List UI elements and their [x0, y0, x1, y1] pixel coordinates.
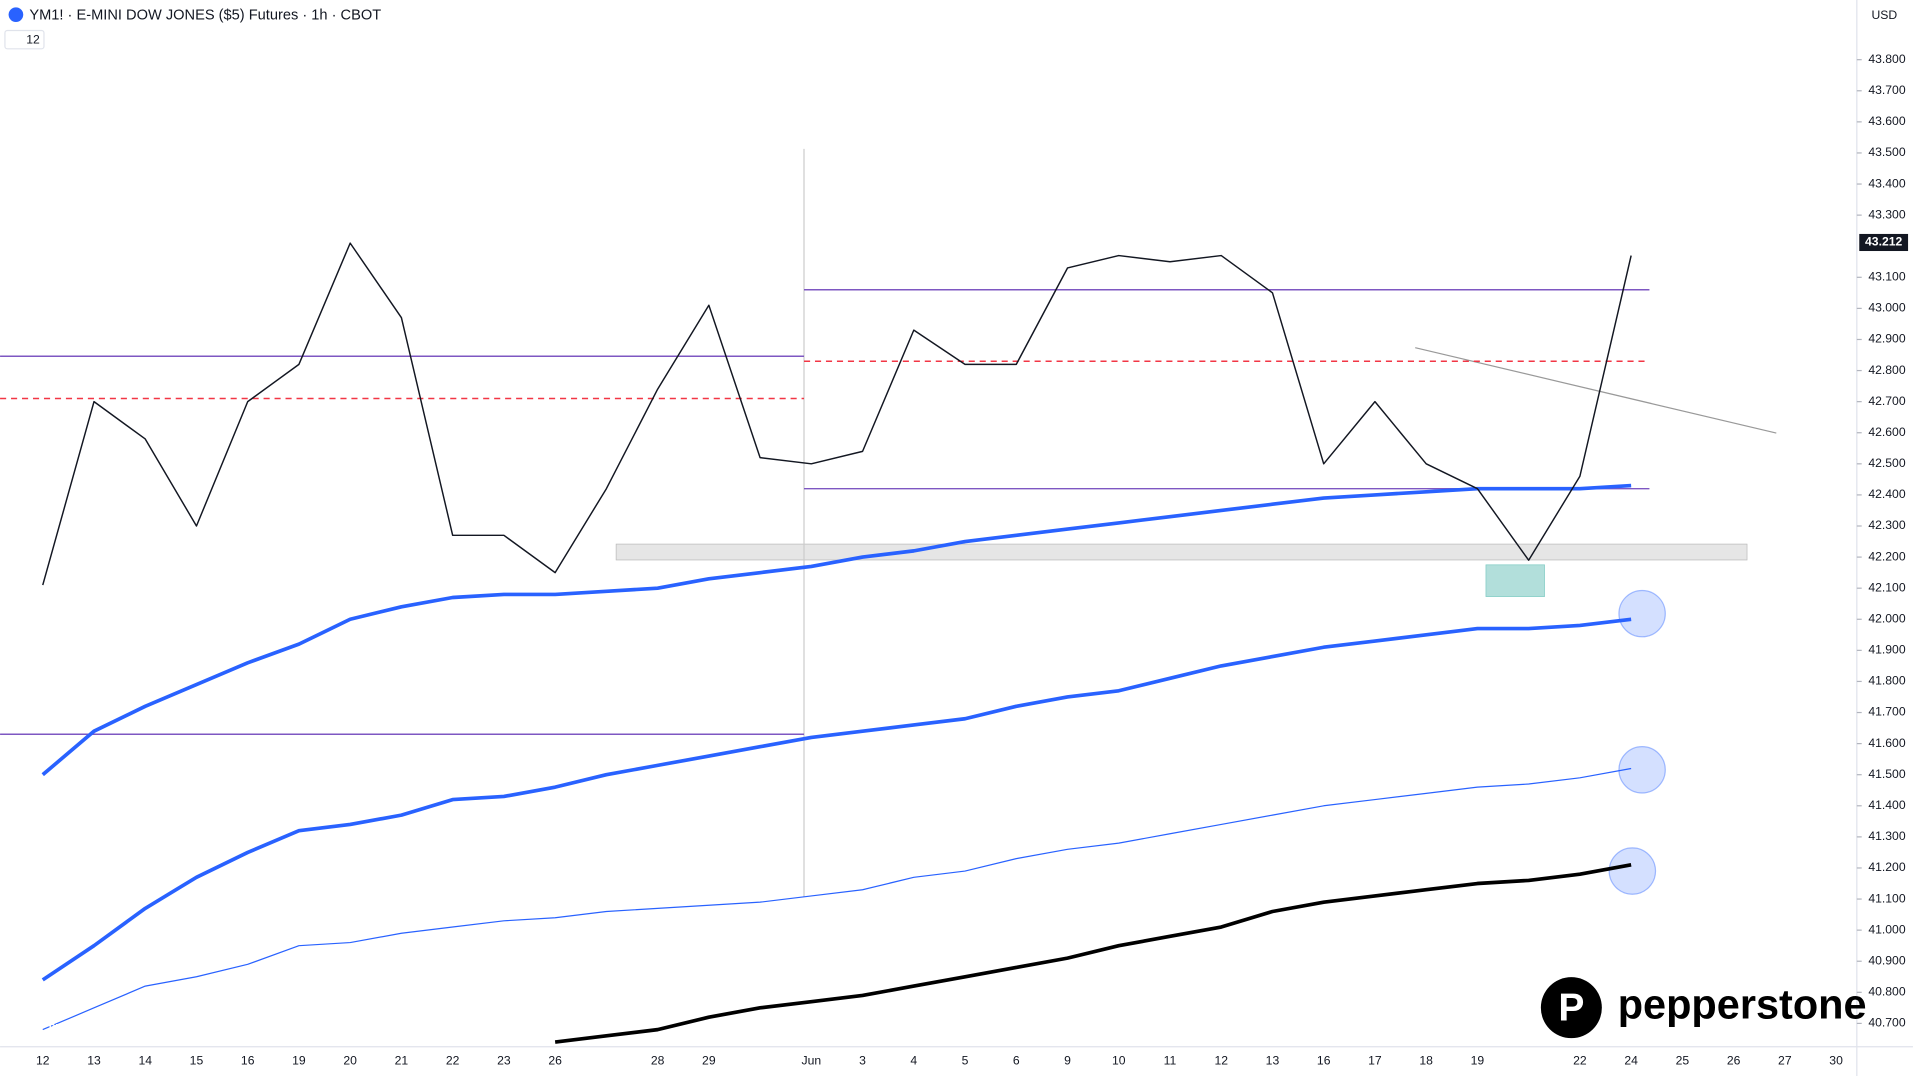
price-axis — [1856, 0, 1913, 1076]
x-tick-label: 11 — [1164, 1054, 1177, 1068]
x-tick-label: 26 — [548, 1054, 562, 1068]
x-tick-label: 3 — [859, 1054, 866, 1068]
y-tick-label: 41.200 — [1868, 860, 1905, 874]
y-tick-label: 41.600 — [1868, 736, 1905, 750]
x-tick-label: 5 — [962, 1054, 969, 1068]
x-tick-label: 19 — [1471, 1054, 1485, 1068]
moving-average — [41, 483, 1632, 777]
currency[interactable]: USD — [1871, 8, 1897, 22]
x-tick-label: 25 — [1676, 1054, 1690, 1068]
x-tick-label: 23 — [497, 1054, 511, 1068]
y-tick-label: 42.500 — [1868, 456, 1905, 470]
x-tick-label: 22 — [1573, 1054, 1587, 1068]
moving-average — [42, 767, 1632, 1031]
y-tick-label: 43.100 — [1868, 270, 1905, 284]
price-line — [42, 242, 1632, 586]
y-tick-label: 43.500 — [1868, 145, 1905, 159]
y-tick-label: 40.800 — [1868, 985, 1905, 999]
y-tick-label: 42.000 — [1868, 611, 1905, 625]
y-tick-label: 43.000 — [1868, 301, 1905, 315]
y-tick-label: 40.700 — [1868, 1016, 1905, 1030]
y-tick-label: 40.900 — [1868, 953, 1905, 967]
y-tick-label: 42.900 — [1868, 332, 1905, 346]
x-tick-label: 20 — [343, 1054, 357, 1068]
interval-box[interactable] — [4, 29, 45, 50]
x-tick-label: 27 — [1778, 1054, 1792, 1068]
moving-average — [41, 617, 1632, 982]
highlight — [1618, 746, 1666, 794]
y-tick-label: 42.300 — [1868, 518, 1905, 532]
y-tick-label: 42.100 — [1868, 580, 1905, 594]
y-tick-label: 43.300 — [1868, 207, 1905, 221]
y-tick-label: 43.800 — [1868, 52, 1905, 66]
svg-text:P: P — [1558, 986, 1584, 1029]
x-tick-label: 16 — [241, 1054, 255, 1068]
brand-logo: P — [1540, 977, 1602, 1039]
x-tick-label: Jun — [801, 1054, 821, 1068]
x-tick-label: 4 — [910, 1054, 917, 1068]
x-tick-label: 22 — [446, 1054, 460, 1068]
x-tick-label: 13 — [87, 1054, 101, 1068]
highlight — [1608, 847, 1657, 895]
y-tick-label: 42.400 — [1868, 487, 1905, 501]
y-tick-label: 41.300 — [1868, 829, 1905, 843]
x-tick-label: 12 — [1214, 1054, 1228, 1068]
y-tick-label: 41.800 — [1868, 674, 1905, 688]
tv-badge-text: PRO — [49, 1023, 71, 1034]
interval: 12 — [26, 32, 40, 46]
y-tick-label: 41.000 — [1868, 922, 1905, 936]
y-tick-label: 41.900 — [1868, 643, 1905, 657]
y-tick-label: 41.400 — [1868, 798, 1905, 812]
moving-average — [554, 863, 1632, 1044]
chart-title: YM1! · E-MINI DOW JONES ($5) Futures · 1… — [29, 8, 381, 24]
x-tick-label: 19 — [292, 1054, 306, 1068]
y-tick-label: 41.100 — [1868, 891, 1905, 905]
x-tick-label: 6 — [1013, 1054, 1020, 1068]
x-tick-label: 28 — [651, 1054, 665, 1068]
highlight — [1618, 589, 1666, 638]
x-tick-label: 18 — [1419, 1054, 1433, 1068]
last-price-label: 43.212 — [1865, 235, 1902, 249]
brand-name: pepperstone — [1618, 981, 1867, 1028]
trendline — [1415, 347, 1777, 434]
x-tick-label: 13 — [1266, 1054, 1280, 1068]
x-tick-label: 16 — [1317, 1054, 1331, 1068]
y-tick-label: 42.700 — [1868, 394, 1905, 408]
x-tick-label: 17 — [1368, 1054, 1382, 1068]
y-tick-label: 43.700 — [1868, 83, 1905, 97]
x-tick-label: 12 — [36, 1054, 50, 1068]
demand-box — [1485, 564, 1545, 597]
x-tick-label: 26 — [1727, 1054, 1741, 1068]
x-tick-label: 14 — [138, 1054, 152, 1068]
y-tick-label: 42.200 — [1868, 549, 1905, 563]
plot — [0, 242, 1650, 1044]
y-tick-label: 42.800 — [1868, 363, 1905, 377]
x-tick-label: 9 — [1064, 1054, 1071, 1068]
x-tick-label: 29 — [702, 1054, 716, 1068]
y-tick-label: 41.700 — [1868, 705, 1905, 719]
x-tick-label: 24 — [1624, 1054, 1638, 1068]
y-tick-label: 43.400 — [1868, 176, 1905, 190]
y-tick-label: 41.500 — [1868, 767, 1905, 781]
y-tick-label: 43.600 — [1868, 114, 1905, 128]
x-tick-label: 30 — [1829, 1054, 1843, 1068]
y-tick-label: 42.600 — [1868, 425, 1905, 439]
last-price-box — [1859, 233, 1909, 252]
support-zone — [615, 543, 1748, 561]
x-tick-label: 15 — [190, 1054, 204, 1068]
x-tick-label: 21 — [395, 1054, 409, 1068]
symbol-icon — [8, 7, 24, 22]
x-tick-label: 10 — [1112, 1054, 1126, 1068]
